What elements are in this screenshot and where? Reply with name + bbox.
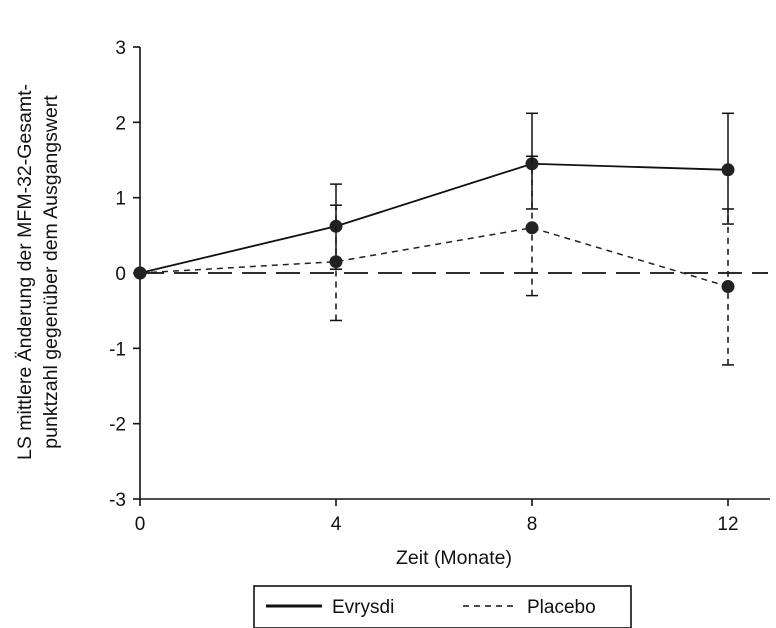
legend-evrysdi-label: Evrysdi: [332, 597, 394, 618]
x-tick-label: 12: [717, 514, 738, 535]
y-tick-label: 0: [115, 264, 126, 285]
legend-box: [253, 585, 632, 628]
data-point: [525, 221, 539, 235]
data-point: [329, 255, 343, 269]
series-evrysdi: [133, 112, 735, 280]
x-tick-label: 4: [331, 514, 342, 535]
series-layer: [133, 112, 735, 366]
y-axis-title: LS mittlere Änderung der MFM-32-Gesamt- …: [14, 84, 62, 460]
legend: Evrysdi Placebo: [253, 585, 632, 628]
x-axis-title: Zeit (Monate): [396, 547, 512, 569]
series-line: [139, 227, 729, 288]
y-tick-label: 2: [115, 113, 126, 134]
data-point: [721, 280, 735, 294]
y-axis-title-line-1: LS mittlere Änderung der MFM-32-Gesamt-: [14, 84, 36, 460]
y-tick-label: 3: [115, 38, 126, 59]
y-axis-ticks: 3 2 1 0 -1 -2 -3: [109, 38, 140, 511]
data-point: [525, 157, 539, 171]
data-point: [133, 266, 147, 280]
data-point: [329, 219, 343, 233]
y-axis-title-line-2: punktzahl gegenüber dem Ausgangswert: [40, 95, 62, 449]
series-placebo: [133, 155, 735, 366]
series-line: [139, 162, 729, 274]
y-tick-label: -1: [109, 339, 126, 360]
legend-placebo-label: Placebo: [527, 597, 596, 618]
y-tick-label: 1: [115, 189, 126, 210]
y-tick-label: -2: [109, 415, 126, 436]
data-point: [721, 163, 735, 177]
y-tick-label: -3: [109, 490, 126, 511]
x-axis-ticks: 0 4 8 12: [135, 499, 739, 535]
x-tick-label: 0: [135, 514, 146, 535]
x-tick-label: 8: [527, 514, 538, 535]
